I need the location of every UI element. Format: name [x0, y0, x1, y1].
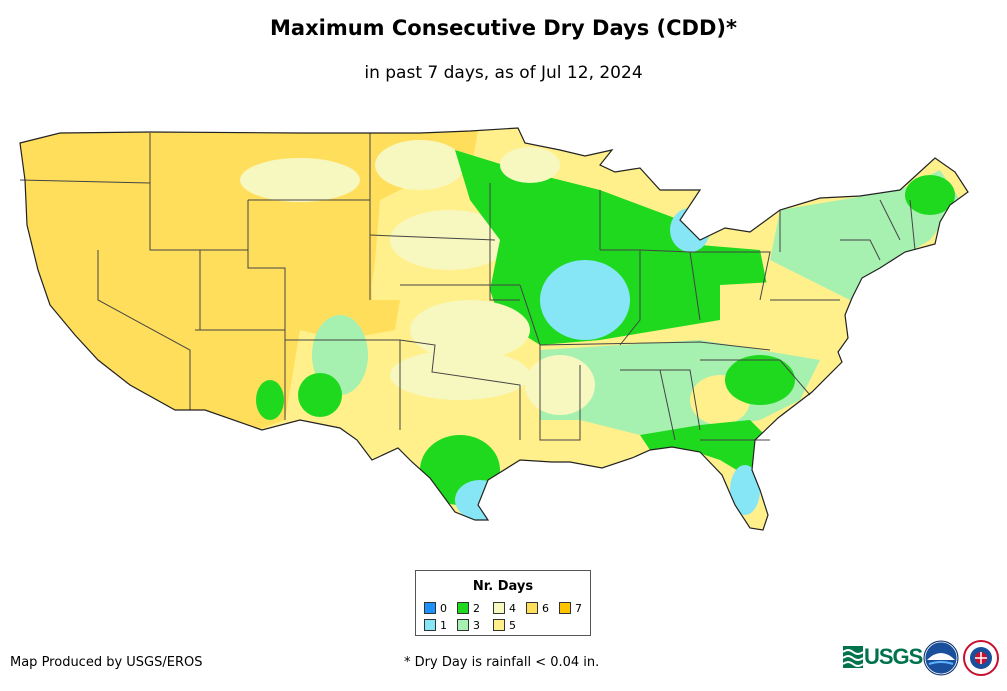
usgs-logo: USGS	[843, 643, 923, 671]
patch-ga-green	[725, 355, 795, 405]
legend-swatch	[526, 602, 538, 614]
map-credit: Map Produced by USGS/EROS	[10, 655, 203, 670]
patch-il-blue	[540, 260, 630, 340]
dry-day-footnote: * Dry Day is rainfall < 0.04 in.	[404, 655, 600, 670]
nws-logo	[963, 640, 999, 676]
patch-ne-light	[390, 210, 510, 270]
patch-az-green	[256, 380, 284, 420]
usgs-wordmark: USGS	[864, 644, 923, 669]
legend-swatch	[559, 602, 571, 614]
legend-item: 5	[493, 619, 516, 632]
patch-mt-light	[375, 140, 465, 190]
noaa-logo	[923, 640, 959, 676]
patch-fl-blue	[730, 465, 760, 515]
legend-label: 6	[542, 602, 549, 615]
state-borders	[19, 133, 916, 441]
patch-gulf-green	[640, 420, 770, 475]
patch-midwest-green	[455, 150, 770, 345]
legend-label: 2	[473, 602, 480, 615]
patch-mn-light	[500, 147, 560, 183]
legend-item: 7	[559, 602, 582, 615]
legend-swatch	[493, 619, 505, 631]
legend-label: 4	[509, 602, 516, 615]
legend-item: 3	[457, 619, 480, 632]
legend-label: 0	[440, 602, 447, 615]
legend-swatch	[424, 602, 436, 614]
legend-item: 2	[457, 602, 480, 615]
patch-ok-light	[390, 350, 530, 400]
patch-ks-light	[410, 300, 530, 360]
usgs-wave-icon	[843, 646, 863, 668]
patch-appalachia	[720, 280, 810, 330]
legend-label: 5	[509, 619, 516, 632]
legend-swatch	[457, 619, 469, 631]
legend-label: 1	[440, 619, 447, 632]
map-subtitle: in past 7 days, as of Jul 12, 2024	[364, 63, 643, 83]
legend-label: 7	[575, 602, 582, 615]
legend-item: 1	[424, 619, 447, 632]
legend-swatch	[424, 619, 436, 631]
legend-item: 6	[526, 602, 549, 615]
us-cdd-map	[19, 127, 969, 531]
legend-title: Nr. Days	[472, 579, 534, 594]
patch-wy-light	[240, 158, 360, 202]
patch-nm-green	[298, 373, 342, 417]
legend: Nr. Days 0 1 2 3 4 5 6 7	[415, 570, 591, 636]
map-title: Maximum Consecutive Dry Days (CDD)*	[270, 16, 737, 40]
legend-swatch	[457, 602, 469, 614]
legend-swatch	[493, 602, 505, 614]
legend-item: 4	[493, 602, 516, 615]
legend-label: 3	[473, 619, 480, 632]
patch-maine	[905, 175, 955, 215]
legend-item: 0	[424, 602, 447, 615]
patch-ar-yellow	[525, 355, 595, 415]
